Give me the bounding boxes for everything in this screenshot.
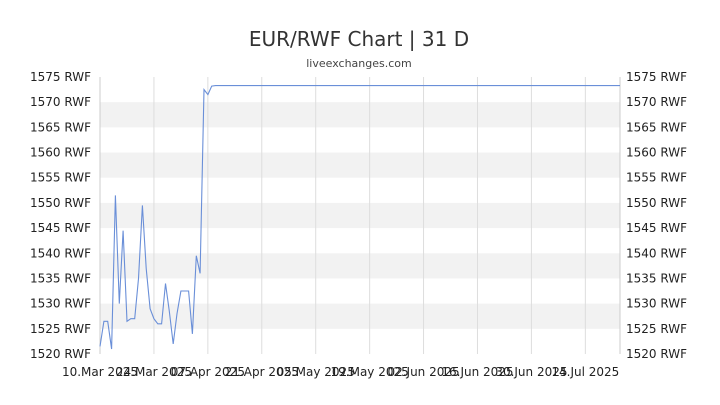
y-tick-label-left: 1545 RWF (30, 221, 91, 235)
chart-title: EUR/RWF Chart | 31 D (249, 27, 469, 51)
y-tick-label-left: 1535 RWF (30, 271, 91, 285)
x-tick-label: 07.Apr 2025 (171, 365, 245, 379)
y-tick-label-right: 1570 RWF (626, 95, 687, 109)
grid-band (100, 102, 620, 128)
grid-band (100, 202, 620, 229)
series-group (99, 85, 620, 350)
y-tick-label-right: 1540 RWF (626, 246, 687, 260)
chart-subtitle: liveexchanges.com (306, 57, 411, 70)
grid-bands (100, 102, 620, 329)
y-tick-label-left: 1555 RWF (30, 171, 91, 185)
y-tick-label-right: 1535 RWF (626, 271, 687, 285)
x-tick-label: 16.Jun 2025 (441, 365, 513, 379)
y-tick-label-right: 1545 RWF (626, 221, 687, 235)
y-tick-label-right: 1550 RWF (626, 196, 687, 210)
y-tick-label-left: 1550 RWF (30, 196, 91, 210)
y-tick-label-left: 1565 RWF (30, 120, 91, 134)
grid-band (100, 253, 620, 279)
y-tick-label-right: 1555 RWF (626, 171, 687, 185)
y-tick-label-right: 1530 RWF (626, 297, 687, 311)
y-tick-label-right: 1560 RWF (626, 146, 687, 160)
y-tick-label-left: 1540 RWF (30, 246, 91, 260)
x-tick-label: 30.Jun 2025 (495, 365, 567, 379)
y-tick-label-left: 1530 RWF (30, 297, 91, 311)
x-tick-label: 05.May 2025 (277, 365, 355, 379)
x-tick-label: 14.Jul 2025 (551, 365, 619, 379)
y-tick-label-right: 1575 RWF (626, 70, 687, 84)
y-tick-label-left: 1520 RWF (30, 347, 91, 361)
grid-band (100, 303, 620, 329)
y-tick-label-left: 1525 RWF (30, 322, 91, 336)
y-tick-label-left: 1560 RWF (30, 146, 91, 160)
y-axis-right: 1520 RWF 1525 RWF 1530 RWF 1535 RWF 1540 RWF… (626, 70, 687, 361)
grid-band (100, 152, 620, 178)
y-tick-label-right: 1565 RWF (626, 120, 687, 134)
x-tick-label: 02.Jun 2025 (387, 365, 459, 379)
series-line (99, 85, 620, 350)
x-tick-label: 10.Mar 2025 (62, 365, 138, 379)
y-tick-label-right: 1525 RWF (626, 322, 687, 336)
y-tick-label-right: 1520 RWF (626, 347, 687, 361)
vertical-gridlines (99, 77, 621, 354)
y-tick-label-left: 1575 RWF (30, 70, 91, 84)
y-tick-label-left: 1570 RWF (30, 95, 91, 109)
y-axis-left: 1520 RWF 1525 RWF 1530 RWF 1535 RWF 1540 RWF… (30, 70, 91, 361)
x-tick-label: 24.Mar 2025 (116, 365, 192, 379)
x-tick-label: 21.Apr 2025 (225, 365, 299, 379)
x-tick-label: 19.May 2025 (331, 365, 409, 379)
